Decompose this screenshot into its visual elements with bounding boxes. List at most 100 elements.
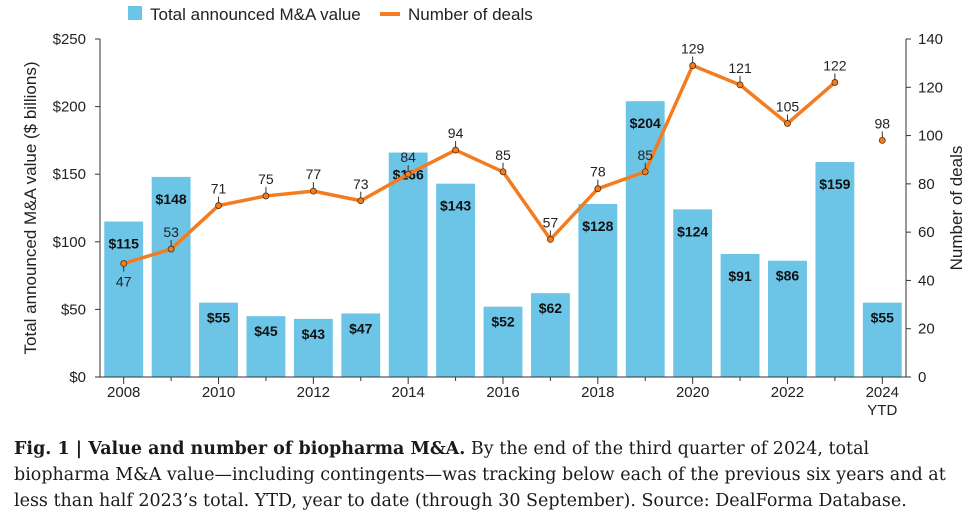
bar-label-2016: $52: [491, 314, 515, 330]
deal-label-2022: 105: [776, 99, 800, 115]
deal-point-2024: [878, 136, 886, 144]
bar-label-2011: $45: [254, 323, 278, 339]
deal-point-2022: [784, 120, 791, 127]
bar-2019: [625, 101, 665, 377]
right-tick-label: 80: [918, 176, 935, 193]
deal-label-2014: 84: [400, 149, 416, 165]
left-tick-label: $250: [53, 31, 86, 48]
caption-lead: Fig. 1 | Value and number of biopharma M…: [14, 439, 466, 459]
bar-label-2015: $143: [440, 198, 471, 214]
bar-label-2013: $47: [349, 320, 373, 336]
x-tick-label-2024: 2024: [866, 384, 899, 401]
x-tick-label-2010: 2010: [202, 384, 235, 401]
legend-label-deals: Number of deals: [408, 5, 533, 24]
legend-swatch-value: [128, 6, 142, 20]
left-tick-label: $0: [69, 369, 86, 386]
bar-label-2009: $148: [156, 191, 187, 207]
axis-titles: Total announced M&A value ($ billions) Nu…: [21, 62, 966, 355]
deal-point-2023: [831, 79, 839, 86]
bar-2018: [578, 203, 618, 377]
right-tick-label: 0: [918, 369, 926, 386]
deal-label-2023: 122: [823, 57, 847, 73]
bar-2024: [862, 302, 902, 377]
deal-label-2010: 71: [211, 181, 227, 197]
bar-2022: [768, 260, 807, 377]
deal-label-2018: 78: [590, 164, 606, 180]
left-tick-label: $150: [53, 166, 86, 183]
bar-label-2019: $204: [630, 115, 661, 131]
x-tick-label-2014: 2014: [391, 384, 424, 401]
bar-label-2022: $86: [776, 268, 800, 284]
deal-point-2010: [215, 202, 222, 209]
caption-body: By the end of the third quarter of 2024,…: [14, 439, 946, 511]
right-tick-label: 140: [918, 31, 943, 48]
legend: Total announced M&A value Number of deals: [128, 5, 533, 24]
bar-2017: [530, 293, 570, 377]
legend-label-value: Total announced M&A value: [150, 5, 361, 24]
x-tick-label-2012: 2012: [297, 384, 330, 401]
deal-label-2015: 94: [448, 125, 464, 141]
bar-label-2023: $159: [819, 176, 850, 192]
x-tick-label-2018: 2018: [581, 384, 614, 401]
bar-series: $115$148$55$45$43$47$166$143$52$62$128$2…: [104, 101, 902, 377]
left-tick-label: $50: [61, 301, 86, 318]
x-tick-label-2020: 2020: [676, 384, 709, 401]
deal-label-2024: 98: [875, 115, 891, 131]
deal-point-2011: [262, 192, 270, 200]
deal-label-2020: 129: [681, 41, 705, 57]
bar-label-2018: $128: [582, 218, 613, 234]
deal-label-2012: 77: [306, 166, 322, 182]
deal-point-2020: [689, 62, 697, 69]
bar-label-2024: $55: [871, 310, 895, 326]
deal-point-2018: [594, 185, 602, 193]
deals-line: [123, 63, 837, 266]
bar-2014: [388, 152, 428, 377]
bar-2021: [720, 253, 760, 377]
y-axis-title: Total announced M&A value ($ billions): [21, 62, 40, 355]
deal-label-2013: 73: [353, 176, 369, 192]
deal-label-2009: 53: [163, 224, 179, 240]
deal-point-2009: [167, 245, 175, 253]
deal-point-2013: [357, 197, 365, 205]
deal-label-2008: 47: [116, 274, 132, 290]
x-tick-label-2016: 2016: [486, 384, 519, 401]
right-tick-label: 40: [918, 272, 935, 289]
deal-point-2008: [120, 260, 128, 267]
bar-2012: [293, 318, 333, 377]
x-tick-label-2008: 2008: [107, 384, 140, 401]
deal-label-2021: 121: [728, 60, 752, 76]
bar-2015: [436, 183, 476, 377]
deal-label-2017: 57: [543, 214, 559, 230]
bar-2020: [673, 209, 713, 377]
bar-2008: [104, 221, 144, 377]
deal-point-2016: [499, 168, 507, 176]
bar-2009: [151, 176, 191, 377]
bar-label-2020: $124: [677, 223, 708, 239]
deal-point-2017: [547, 235, 554, 243]
deal-label-2016: 85: [495, 147, 511, 163]
bar-2011: [246, 316, 286, 377]
left-axis: $0 $50 $100 $150 $200 $250: [53, 31, 101, 386]
bar-2023: [815, 162, 855, 377]
chart: Total announced M&A value Number of deals…: [21, 5, 966, 419]
deal-label-2011: 75: [258, 171, 274, 187]
bar-2010: [199, 302, 238, 377]
figure-caption: Fig. 1 | Value and number of biopharma M…: [14, 436, 962, 514]
line-series: 47 53 71 75 77 73 84 94 85 57 78 85 129 121 105 122 98: [116, 41, 890, 290]
bar-label-2008: $115: [109, 236, 140, 252]
deal-point-2015: [452, 146, 459, 154]
x-tick-label-2022: 2022: [771, 384, 804, 401]
right-tick-label: 20: [918, 321, 935, 338]
right-tick-label: 60: [918, 224, 935, 241]
left-tick-label: $100: [53, 234, 86, 251]
bar-label-2012: $43: [302, 326, 326, 342]
deal-point-2012: [309, 187, 317, 195]
deal-point-2021: [736, 81, 744, 89]
bar-2016: [483, 306, 523, 377]
left-tick-label: $200: [53, 99, 86, 116]
deal-point-2019: [641, 168, 649, 176]
bar-label-2017: $62: [539, 300, 563, 316]
right-tick-label: 100: [918, 128, 943, 145]
bar-label-2021: $91: [728, 268, 752, 284]
